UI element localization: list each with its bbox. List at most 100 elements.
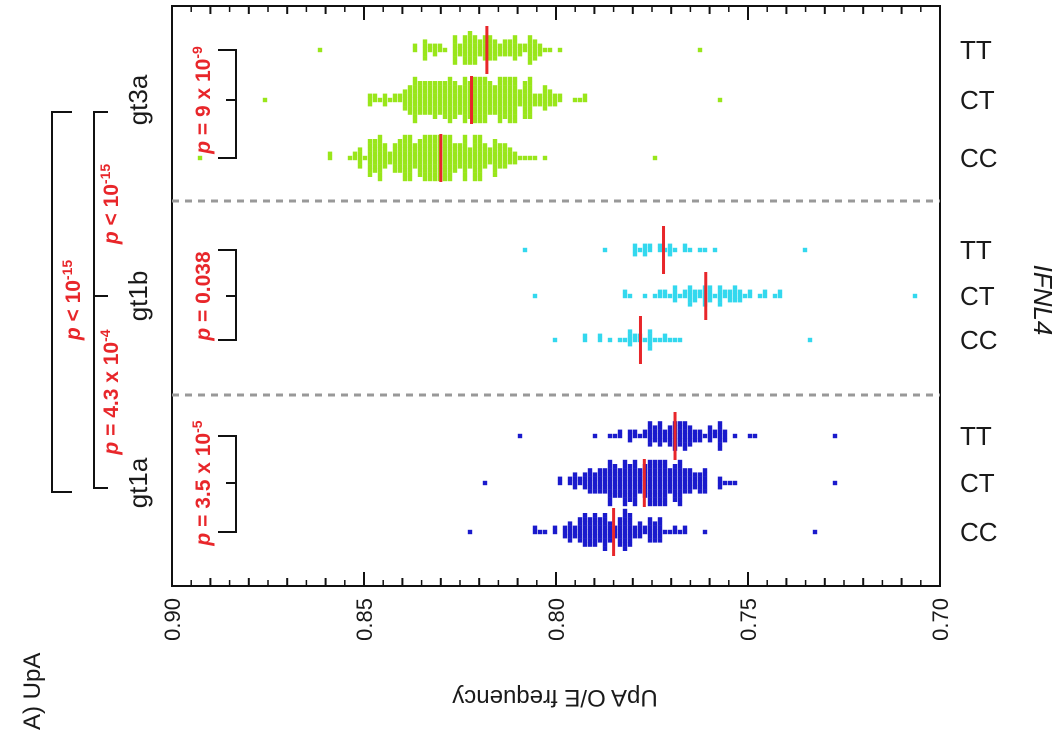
data-point [632, 480, 638, 486]
data-point [537, 102, 543, 107]
data-point [642, 252, 648, 257]
data-point [632, 489, 638, 494]
data-point [427, 97, 433, 103]
data-point [647, 329, 653, 334]
data-point [372, 164, 378, 169]
data-point [612, 476, 618, 481]
data-point [497, 110, 503, 115]
data-point [522, 114, 528, 119]
data-point [482, 118, 488, 124]
data-point [532, 43, 538, 48]
data-point [602, 480, 608, 486]
data-point [407, 93, 413, 98]
data-point [502, 151, 508, 156]
data-point [592, 529, 598, 535]
data-point [677, 464, 683, 469]
data-point [527, 60, 533, 65]
data-point [662, 289, 668, 294]
data-point [592, 513, 598, 518]
genotype-label: CT [960, 85, 995, 115]
data-point [617, 489, 623, 494]
data-point [652, 538, 658, 543]
data-point [647, 525, 653, 530]
data-point [607, 489, 613, 494]
data-point [697, 476, 703, 481]
data-point [397, 97, 403, 103]
data-point [762, 293, 768, 299]
data-point [717, 285, 723, 290]
data-point [667, 442, 673, 447]
data-point [507, 106, 513, 111]
data-point [597, 517, 603, 522]
data-point [577, 534, 583, 539]
data-point [542, 93, 548, 98]
data-point [622, 508, 628, 514]
data-point [447, 143, 453, 148]
data-point [437, 47, 443, 53]
data-point [627, 485, 633, 490]
data-point [432, 172, 438, 177]
data-point [452, 89, 458, 94]
data-point [722, 289, 728, 294]
data-point [617, 433, 623, 439]
data-point [452, 97, 458, 103]
data-point [662, 493, 668, 498]
data-point [447, 76, 453, 82]
data-point [397, 164, 403, 169]
data-point [647, 476, 653, 481]
data-point [512, 39, 518, 44]
data-point [392, 93, 398, 98]
data-point [412, 160, 418, 165]
data-point [527, 56, 533, 61]
data-point [357, 155, 363, 161]
data-point [377, 155, 383, 161]
data-point [622, 546, 628, 551]
data-point [657, 464, 663, 469]
data-point [607, 501, 613, 507]
data-point [692, 289, 698, 294]
data-point [527, 76, 533, 82]
data-point [677, 433, 683, 439]
data-point [657, 442, 663, 447]
data-point [737, 298, 743, 303]
data-point [562, 525, 568, 530]
data-point [492, 85, 498, 90]
data-point [632, 472, 638, 477]
data-point [512, 93, 518, 98]
data-point [427, 168, 433, 173]
data-point [402, 151, 408, 156]
data-point [472, 151, 478, 156]
data-point [627, 472, 633, 477]
data-point [512, 155, 518, 161]
data-point [412, 102, 418, 107]
data-point [697, 247, 703, 253]
data-point [522, 81, 528, 86]
data-point [382, 102, 388, 107]
data-point [447, 155, 453, 161]
data-point [592, 542, 598, 547]
data-point [387, 97, 393, 103]
data-point [707, 289, 713, 294]
data-point [647, 485, 653, 490]
data-point [737, 293, 743, 299]
data-point [517, 433, 523, 439]
data-point [437, 89, 443, 94]
data-point [392, 147, 398, 152]
data-point [717, 425, 723, 430]
data-point [612, 472, 618, 477]
genotype-label: CT [960, 281, 995, 311]
data-point [482, 155, 488, 161]
data-point [732, 480, 738, 486]
data-point [722, 293, 728, 299]
data-point [527, 39, 533, 44]
data-point [592, 485, 598, 490]
data-point [607, 480, 613, 486]
data-point [422, 147, 428, 152]
data-point [627, 534, 633, 539]
data-point [432, 143, 438, 148]
data-point [622, 480, 628, 486]
data-point [667, 438, 673, 443]
data-point [462, 93, 468, 98]
data-point [632, 485, 638, 490]
data-point [677, 472, 683, 477]
